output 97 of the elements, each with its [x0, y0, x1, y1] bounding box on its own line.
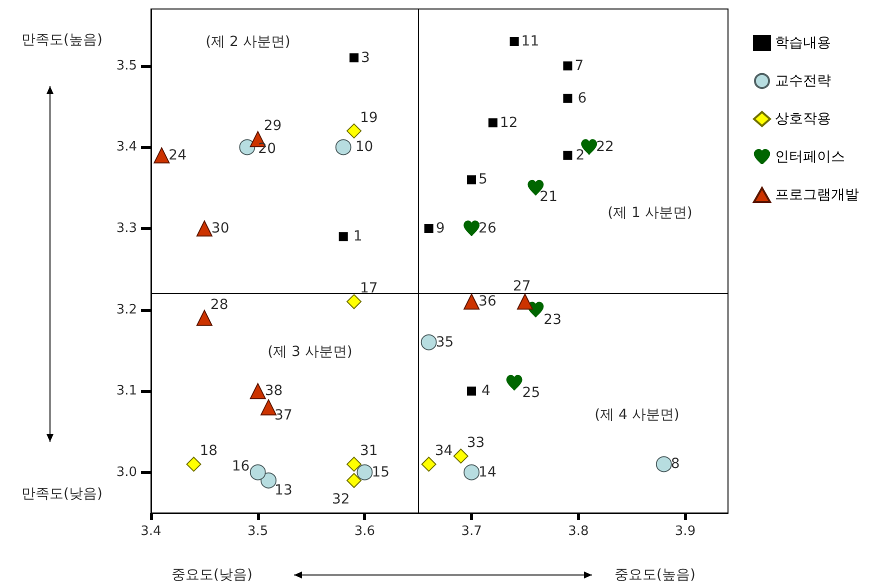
- annotation: 32: [332, 491, 350, 508]
- text: 중요도(낮음): [172, 567, 252, 583]
- y-tick-label: 3.3: [116, 220, 137, 236]
- annotation: (제 4 사분면): [594, 407, 680, 423]
- annotation: 8: [670, 456, 680, 472]
- y-tick-label: 3.0: [116, 464, 137, 480]
- x-tick-label: 3.8: [568, 524, 589, 539]
- point: [516, 294, 533, 310]
- x-tick-label: 3.7: [461, 524, 482, 539]
- point: [338, 232, 348, 242]
- annotation: 27: [512, 278, 531, 295]
- point: [506, 374, 522, 391]
- point: [563, 150, 572, 160]
- legend-label: 교수전략: [775, 73, 831, 89]
- point: [346, 294, 362, 310]
- annotation: 14: [478, 464, 496, 480]
- annotation: 13: [274, 482, 292, 498]
- annotation: 2: [576, 147, 585, 164]
- annotation: 7: [574, 58, 584, 74]
- annotation: 3: [361, 50, 370, 66]
- point: [563, 61, 572, 70]
- annotation: 11: [521, 34, 540, 50]
- point: [464, 220, 480, 236]
- point: [464, 294, 480, 310]
- annotation: 5: [478, 172, 488, 188]
- point: [154, 147, 170, 164]
- annotation: 24: [168, 147, 187, 164]
- legend-label: 상호작용: [775, 111, 831, 127]
- legend-label: 학습내용: [775, 35, 831, 51]
- point: [563, 94, 572, 103]
- annotation: 31: [360, 443, 378, 460]
- annotation: 20: [258, 141, 276, 158]
- text: 만족도(높음): [22, 32, 102, 48]
- annotation: 30: [211, 220, 230, 236]
- annotation: 36: [478, 294, 496, 310]
- annotation: (제 3 사분면): [268, 344, 352, 360]
- point: [239, 139, 256, 156]
- point: [196, 310, 212, 326]
- text: 중요도(높음): [614, 567, 696, 583]
- point: [196, 220, 212, 236]
- legend-label: 프로그램개발: [775, 187, 859, 203]
- annotation: 1: [353, 228, 362, 245]
- point: [346, 456, 362, 472]
- point: [346, 123, 362, 138]
- point: [424, 224, 434, 233]
- point: [467, 386, 476, 396]
- y-tick-label: 3.1: [116, 384, 137, 399]
- point: [350, 53, 359, 62]
- point: [260, 399, 277, 416]
- annotation: 29: [264, 118, 282, 134]
- annotation: 10: [355, 139, 374, 156]
- point: [467, 175, 476, 184]
- annotation: 16: [232, 458, 250, 474]
- annotation: 12: [500, 114, 518, 131]
- annotation: 35: [436, 334, 454, 350]
- y-tick-label: 3.4: [116, 140, 137, 155]
- point: [488, 118, 498, 128]
- point: [356, 464, 373, 480]
- point: [510, 37, 519, 46]
- annotation: 21: [540, 188, 558, 205]
- annotation: 19: [360, 110, 378, 126]
- point: [250, 464, 266, 480]
- annotation: (제 2 사분면): [206, 34, 290, 50]
- point: [656, 456, 672, 472]
- annotation: 34: [434, 443, 453, 460]
- point: [421, 456, 436, 472]
- x-tick-label: 3.6: [354, 524, 376, 539]
- annotation: 28: [210, 296, 228, 313]
- point: [335, 139, 352, 156]
- point: [186, 456, 202, 472]
- point: [453, 448, 468, 464]
- y-tick-label: 3.2: [116, 302, 137, 318]
- annotation: 18: [200, 443, 218, 460]
- annotation: 26: [478, 220, 496, 236]
- annotation: 4: [482, 383, 491, 400]
- annotation: 33: [466, 435, 485, 452]
- x-tick-label: 3.4: [140, 524, 162, 539]
- annotation: 17: [360, 280, 378, 297]
- annotation: 37: [274, 407, 292, 424]
- legend-label: 인터페이스: [775, 149, 845, 165]
- y-tick-label: 3.5: [116, 58, 137, 74]
- point: [420, 334, 437, 350]
- annotation: 23: [544, 312, 562, 328]
- x-tick-label: 3.9: [674, 524, 696, 539]
- annotation: 15: [372, 464, 390, 480]
- point: [250, 383, 266, 400]
- annotation: 6: [578, 90, 587, 106]
- x-tick-label: 3.5: [248, 524, 268, 539]
- annotation: (제 1 사분면): [608, 205, 692, 221]
- point: [464, 464, 480, 480]
- annotation: 38: [264, 383, 283, 400]
- text: 만족도(낮음): [22, 486, 102, 502]
- point: [346, 472, 362, 488]
- annotation: 9: [436, 220, 445, 236]
- point: [260, 472, 277, 488]
- annotation: 25: [522, 384, 540, 401]
- annotation: 22: [596, 139, 614, 156]
